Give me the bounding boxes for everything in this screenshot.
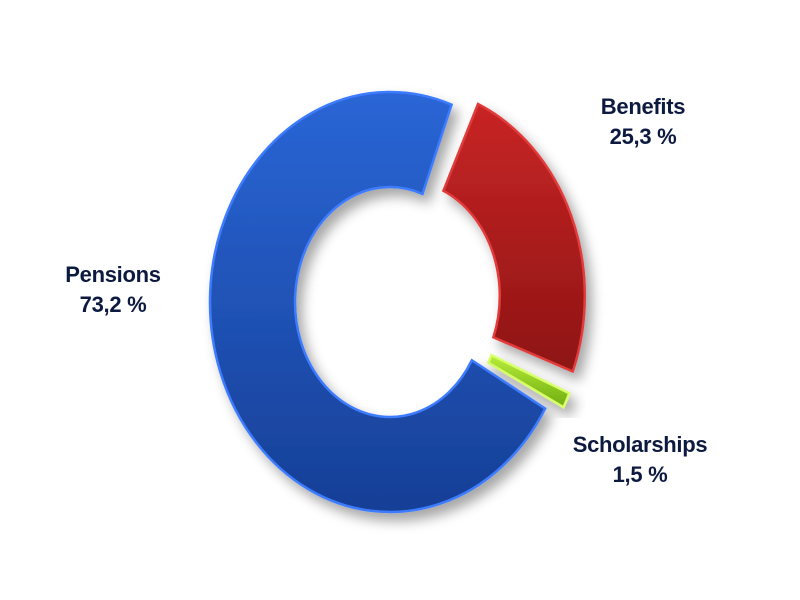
label-pensions-value: 73,2 %: [79, 292, 147, 317]
label-scholarships-value: 1,5 %: [612, 462, 668, 487]
slices: [208, 90, 586, 514]
slice-benefits: [441, 102, 586, 374]
label-scholarships-name: Scholarships: [572, 432, 708, 457]
slice-scholarships: [486, 353, 571, 409]
label-benefits: Benefits 25,3 %: [578, 92, 708, 152]
label-benefits-name: Benefits: [600, 94, 686, 119]
slice-pensions: [208, 90, 547, 514]
label-benefits-value: 25,3 %: [609, 124, 677, 149]
label-scholarships: Scholarships 1,5 %: [560, 430, 720, 490]
label-pensions-name: Pensions: [65, 262, 161, 287]
label-pensions: Pensions 73,2 %: [48, 260, 178, 320]
